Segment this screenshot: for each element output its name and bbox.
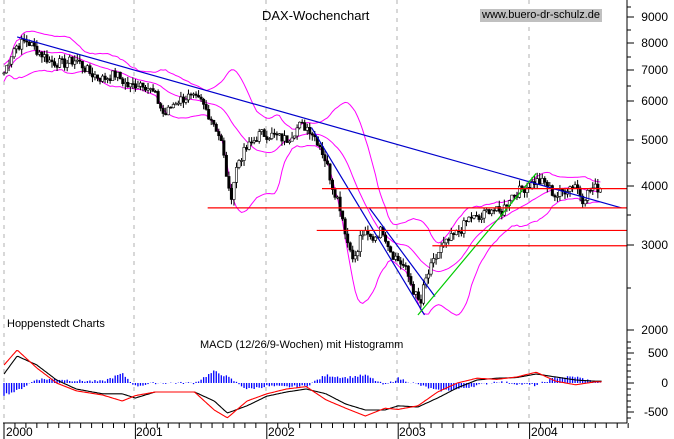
bollinger-bands [3,30,601,316]
y-axis-label: 5000 [641,133,668,147]
x-axis-year-label: 2002 [268,425,295,439]
uptrend-line [417,173,537,316]
chart-title: DAX-Wochenchart [262,8,370,23]
short-downtrend-line-1 [310,127,425,316]
y-axis-label: 7000 [641,63,668,77]
axes [3,0,634,439]
signal-line [3,350,602,419]
price-candles [2,33,602,308]
macd-panel [3,350,602,419]
y-axis-label: 3000 [641,238,668,252]
y-axis-label: -500 [643,405,668,419]
y-axis-label: 4000 [641,179,668,193]
macd-line [3,355,602,414]
short-downtrend-line-2 [368,207,436,297]
long-downtrend-line [16,36,622,209]
macd-title: MACD (12/26/9-Wochen) mit Histogramm [200,339,404,351]
y-axis-label: 0 [661,376,668,390]
trend-lines [16,36,627,316]
y-axis-label: 500 [647,346,668,360]
x-axis-year-label: 2003 [399,425,426,439]
bollinger-upper [3,30,601,244]
y-axis-label: 9000 [641,10,668,24]
x-axis-year-label: 2004 [531,425,558,439]
source-label: Hoppenstedt Charts [7,318,105,330]
y-axis-label: 8000 [641,36,668,50]
y-axis-label: 2000 [641,323,668,337]
bollinger-middle [3,49,601,273]
x-axis-year-label: 2001 [136,425,163,439]
x-axis-year-label: 2000 [6,425,33,439]
year-gridlines [3,0,530,423]
source-url: www.buero-dr-schulz.de [480,9,602,22]
bollinger-lower [3,69,601,316]
y-axis-label: 6000 [641,94,668,108]
